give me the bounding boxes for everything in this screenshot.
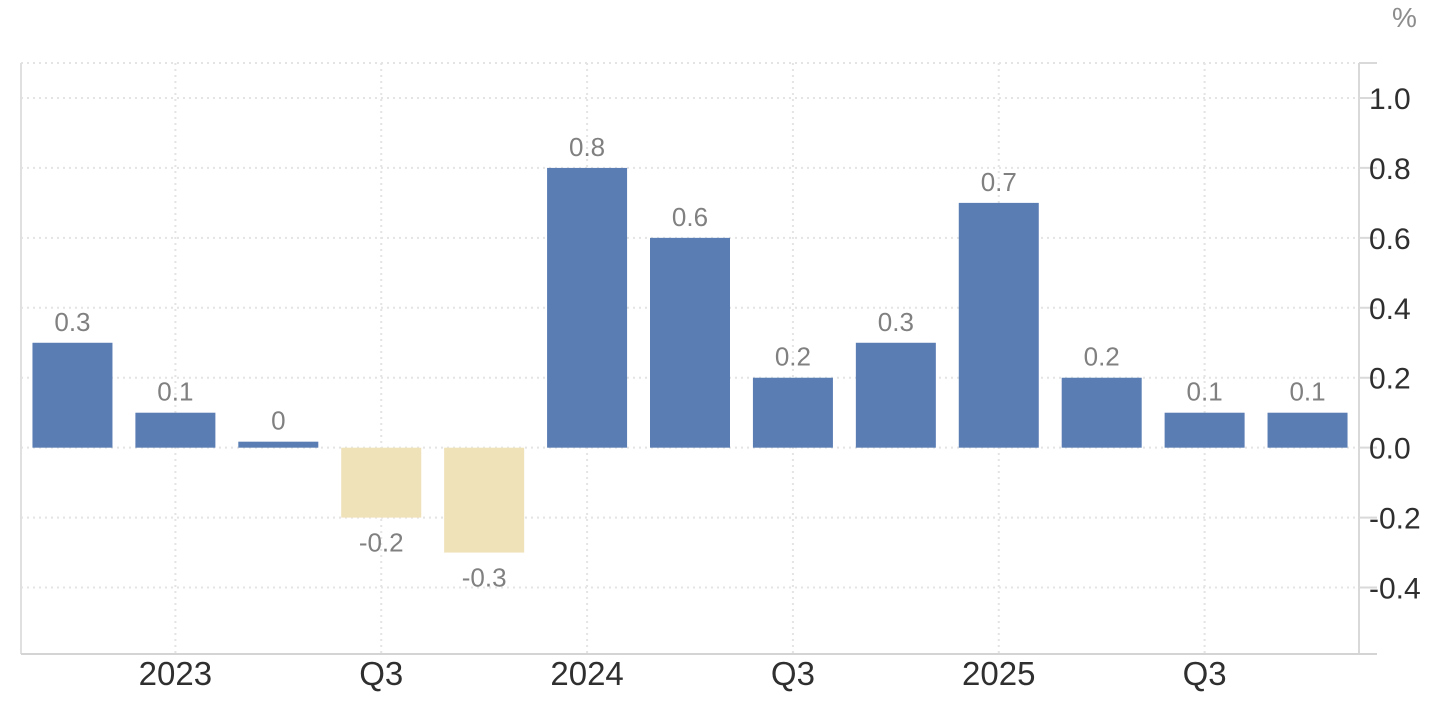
- bar-12[interactable]: [1267, 412, 1348, 448]
- x-axis-label: Q3: [1183, 655, 1227, 692]
- bar-5[interactable]: [547, 167, 628, 448]
- bar-value-label: 0.1: [1187, 377, 1223, 407]
- bar-4[interactable]: [444, 447, 525, 553]
- x-axis-label: 2023: [139, 655, 212, 692]
- bar-10[interactable]: [1061, 377, 1142, 448]
- bar-value-label: -0.2: [359, 528, 404, 558]
- bar-value-label: 0.1: [1289, 377, 1325, 407]
- bar-value-label: 0.7: [981, 167, 1017, 197]
- bar-0[interactable]: [32, 342, 113, 448]
- x-axis-label: Q3: [359, 655, 403, 692]
- bar-value-label: 0.3: [54, 307, 90, 337]
- bar-value-label: 0.2: [1084, 342, 1120, 372]
- bar-value-label: 0.8: [569, 132, 605, 162]
- y-axis-tick-label: 0.4: [1369, 293, 1411, 326]
- bar-value-label: 0.1: [157, 377, 193, 407]
- y-axis-tick-label: -0.4: [1369, 573, 1421, 606]
- bar-value-label: 0.2: [775, 342, 811, 372]
- x-axis-label: 2025: [962, 655, 1035, 692]
- bar-value-label: -0.3: [462, 563, 507, 593]
- bar-value-label: 0.3: [878, 307, 914, 337]
- bar-1[interactable]: [135, 412, 216, 448]
- bar-value-label: 0.6: [672, 202, 708, 232]
- y-axis-tick-label: 0.6: [1369, 223, 1411, 256]
- bar-6[interactable]: [650, 237, 730, 448]
- bar-11[interactable]: [1164, 412, 1245, 448]
- bar-9[interactable]: [958, 202, 1039, 448]
- y-axis-tick-label: 0.8: [1369, 153, 1411, 186]
- bar-7[interactable]: [752, 377, 833, 448]
- y-axis-unit-label: %: [1392, 2, 1417, 33]
- bar-value-label: 0: [271, 406, 285, 436]
- y-axis-tick-label: 0.2: [1369, 363, 1411, 396]
- x-axis-label: 2024: [550, 655, 623, 692]
- y-axis-tick-label: 0.0: [1369, 433, 1411, 466]
- bar-2[interactable]: [238, 441, 319, 448]
- x-axis-label: Q3: [771, 655, 815, 692]
- y-axis-tick-label: -0.2: [1369, 503, 1421, 536]
- y-axis-tick-label: 1.0: [1369, 83, 1411, 116]
- bar-3[interactable]: [341, 447, 422, 518]
- bar-8[interactable]: [855, 342, 936, 448]
